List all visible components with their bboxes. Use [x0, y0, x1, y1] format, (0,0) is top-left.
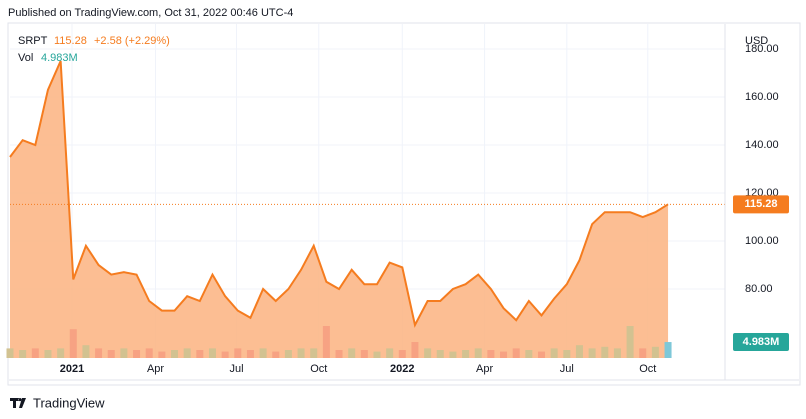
volume-tag [733, 333, 789, 352]
volume-bar [474, 348, 482, 358]
volume-bar [626, 326, 634, 358]
volume-bar [360, 350, 368, 358]
volume-bar [348, 348, 356, 358]
volume-bar [120, 348, 128, 358]
volume-bar [386, 348, 394, 358]
volume-bar [601, 346, 609, 358]
volume-bar [171, 350, 179, 358]
brand-name: TradingView [33, 395, 105, 410]
y-tick-label: 100.00 [745, 235, 779, 247]
y-tick-label: 160.00 [745, 91, 779, 103]
volume-bar [158, 351, 166, 358]
x-tick-label: Jul [229, 363, 243, 375]
volume-bar [538, 351, 546, 358]
last-price-tag-label: 115.28 [744, 198, 777, 210]
volume-bar [424, 348, 432, 358]
brand-logo [10, 398, 26, 408]
volume-bar [487, 350, 495, 358]
x-tick-label: Jul [560, 363, 574, 375]
volume-bar [31, 348, 39, 358]
volume-bar [272, 351, 280, 358]
volume-bar [525, 350, 533, 358]
volume-value: 4.983M [41, 52, 78, 64]
volume-bar [133, 350, 141, 358]
y-tick-label: 140.00 [745, 139, 779, 151]
volume-bar [639, 348, 647, 358]
volume-bar [57, 348, 65, 358]
volume-bar [398, 350, 406, 358]
volume-bar [310, 348, 318, 358]
x-tick-label: Oct [639, 363, 656, 375]
volume-bar [411, 342, 419, 358]
volume-bar [145, 348, 153, 358]
y-tick-label: 80.00 [745, 283, 773, 295]
volume-bar [259, 348, 267, 358]
volume-bar [651, 346, 659, 358]
volume-bar [246, 350, 254, 358]
x-tick-label: Apr [476, 363, 493, 375]
price-area [10, 61, 669, 358]
currency: USD [745, 35, 768, 47]
volume-bar [588, 348, 596, 358]
x-tick-label: Apr [147, 363, 164, 375]
volume-bar [335, 350, 343, 358]
volume-bar [449, 351, 457, 358]
volume-label: Vol [18, 52, 33, 64]
price-line [9, 60, 669, 328]
volume-bar [284, 350, 292, 358]
volume-bar [82, 345, 90, 358]
volume-bar [664, 342, 672, 358]
x-tick-label: 2021 [60, 363, 84, 375]
x-tick-label: Oct [310, 363, 327, 375]
volume-bar [550, 348, 558, 358]
volume-bar [107, 350, 115, 358]
volume-bar [563, 350, 571, 358]
volume-bar [183, 348, 191, 358]
y-tick-label: 180.00 [745, 43, 779, 55]
volume-bar [6, 348, 14, 358]
volume-bar [69, 329, 77, 358]
volume-tag-label: 4.983M [743, 336, 780, 348]
volume-bar [95, 348, 103, 358]
volume-bar [44, 350, 52, 358]
symbol: SRPT [18, 35, 48, 47]
volume-bar [234, 348, 242, 358]
volume-bar [575, 345, 583, 358]
volume-bar [373, 351, 381, 358]
published-note: Published on TradingView.com, Oct 31, 20… [8, 7, 293, 19]
x-tick-label: 2022 [390, 363, 414, 375]
price-change: +2.58 (+2.29%) [94, 35, 170, 47]
volume-bar [196, 350, 204, 358]
last-price: 115.28 [54, 35, 87, 47]
volume-bar [19, 350, 27, 358]
chart-frame [7, 22, 801, 386]
volume-bar [297, 348, 305, 358]
volume-bar [462, 350, 470, 358]
volume-bar [221, 351, 229, 358]
volume-bar [613, 348, 621, 358]
volume-bar [436, 350, 444, 358]
volume-bar [322, 326, 330, 358]
volume-bar [512, 348, 520, 358]
brand: TradingView [10, 395, 105, 410]
volume-bar [500, 351, 508, 358]
volume-bar [208, 348, 216, 358]
last-price-tag [733, 195, 789, 214]
